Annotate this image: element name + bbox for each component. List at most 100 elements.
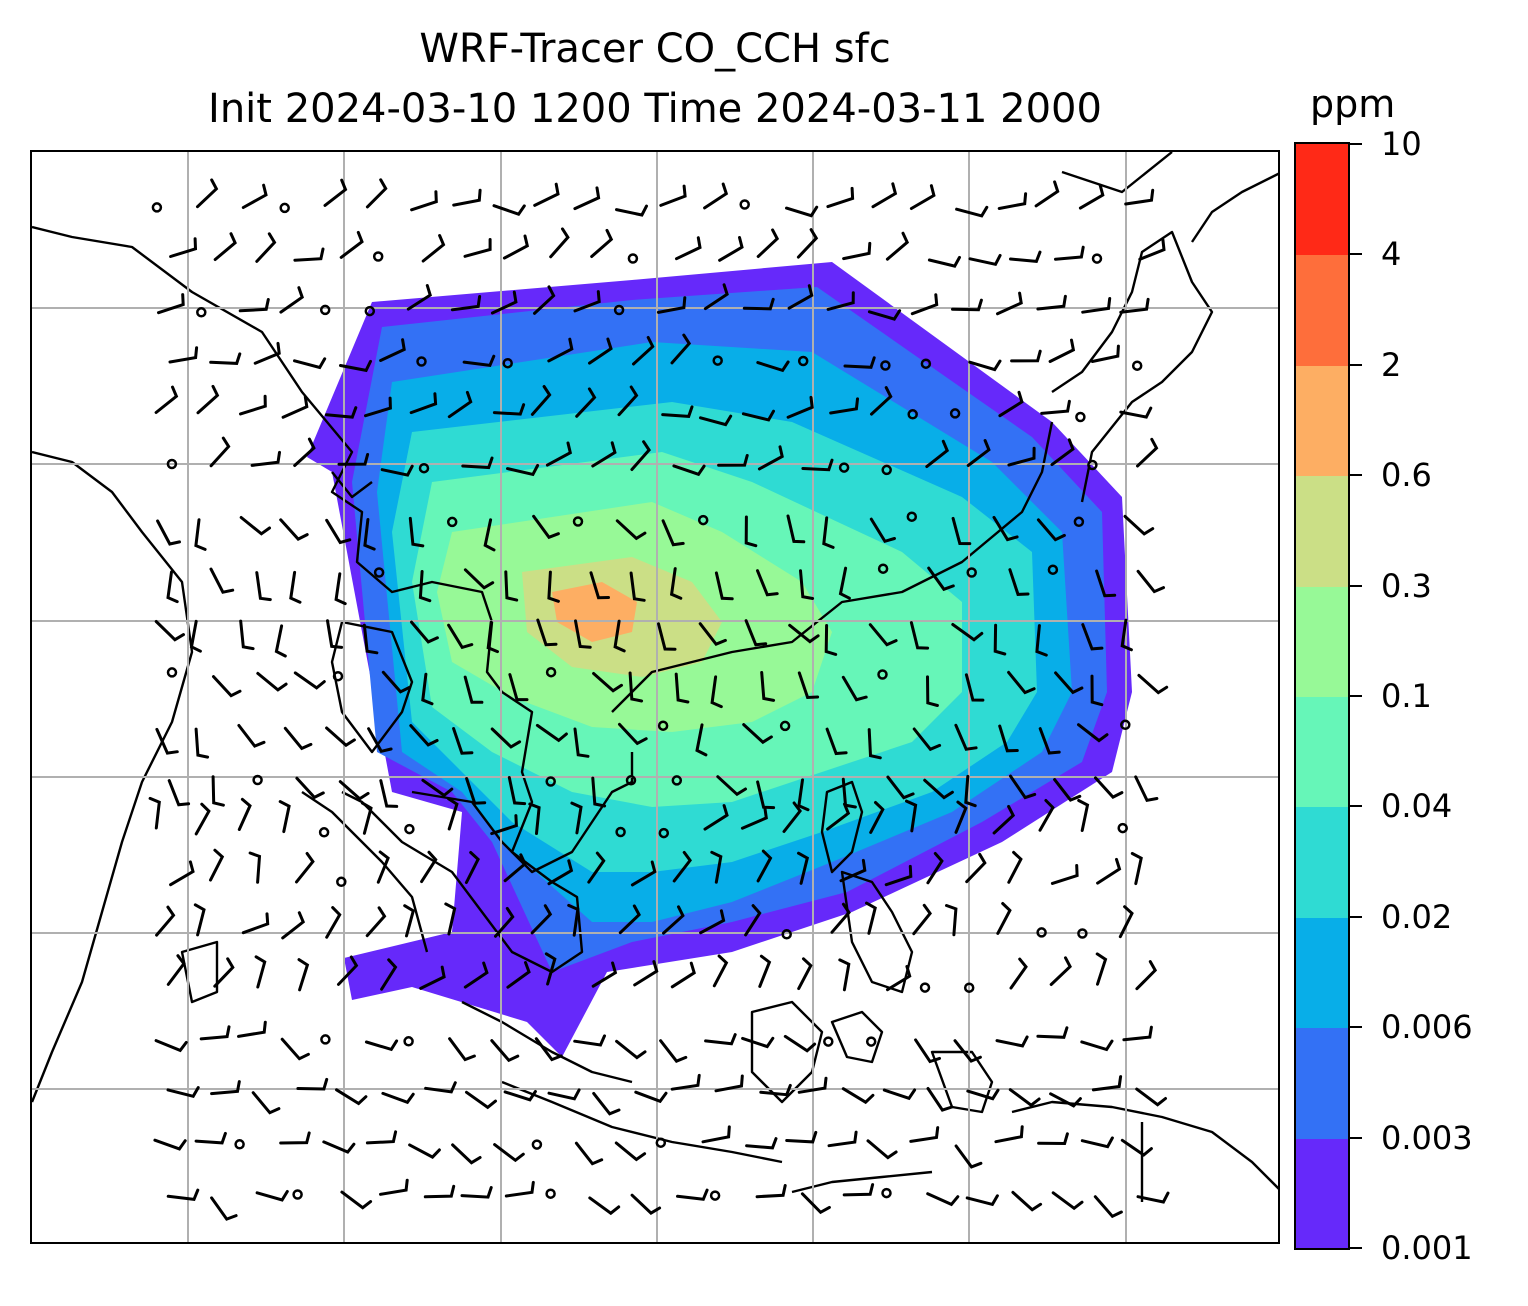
wind-barb (1134, 775, 1159, 802)
wind-barb (1093, 1195, 1123, 1219)
wind-barb (448, 1037, 476, 1062)
colorbar-tick-label: 0.02 (1381, 897, 1453, 936)
wind-barb (788, 623, 820, 644)
wind-barb (409, 724, 439, 747)
wind-barb (239, 516, 271, 536)
wind-barb (613, 619, 626, 653)
calm-wind-circle (781, 929, 792, 940)
wind-barb (166, 1086, 200, 1099)
wind-barb (841, 675, 868, 702)
wind-barb (1119, 406, 1153, 419)
wind-barb (824, 624, 838, 656)
wind-barb (927, 255, 961, 268)
wind-barb (421, 234, 446, 263)
calm-wind-circle (372, 251, 384, 262)
wind-barb (629, 571, 646, 602)
wind-barb (573, 290, 601, 313)
wind-barb (337, 955, 359, 986)
wind-barb (409, 392, 438, 415)
wind-barb (255, 232, 277, 263)
wind-barb (504, 1180, 535, 1198)
calm-wind-circle (1131, 360, 1143, 371)
colorbar-tick (1350, 695, 1362, 697)
wind-barb (926, 1192, 960, 1207)
wind-barb (1078, 183, 1105, 210)
calm-wind-circle (1073, 516, 1085, 528)
wind-barb (592, 672, 623, 693)
wind-barb (447, 623, 474, 650)
wind-barb (199, 1025, 231, 1041)
wind-barb (337, 453, 370, 466)
wind-barb (1118, 905, 1134, 939)
wind-barb (662, 905, 685, 935)
wind-barb (502, 234, 530, 260)
calm-wind-circle (320, 1034, 331, 1045)
wind-barb (293, 671, 326, 690)
wind-barb (365, 178, 388, 209)
wind-barb (1091, 1075, 1123, 1092)
calm-wind-circle (880, 360, 891, 371)
wind-barb (1090, 674, 1104, 707)
wind-barb (1135, 960, 1158, 991)
calm-wind-circle (545, 1188, 556, 1199)
wind-barb (544, 952, 557, 986)
wind-barb (420, 850, 438, 884)
wind-barb (886, 775, 915, 800)
wind-barb (1011, 1190, 1043, 1212)
wind-barb (782, 801, 802, 833)
wind-barb (212, 675, 242, 698)
colorbar-tick-label: 2 (1381, 345, 1402, 384)
wind-barb (1077, 799, 1090, 832)
wind-barb (381, 670, 411, 694)
wind-barb (1050, 438, 1075, 467)
wind-barb (492, 204, 526, 216)
wind-barb (210, 1196, 238, 1221)
calm-wind-circle (712, 355, 723, 366)
wind-barb (675, 236, 702, 261)
wind-barb (338, 780, 370, 801)
map-panel (30, 150, 1280, 1244)
calm-wind-circle (823, 1036, 834, 1047)
wind-barb (704, 1033, 737, 1046)
wind-barb (827, 1130, 858, 1148)
wind-barb (1094, 776, 1124, 799)
calm-wind-circle (319, 304, 331, 316)
wind-barb (534, 1037, 563, 1062)
wind-barb (672, 464, 706, 477)
wind-barb (659, 1039, 688, 1064)
wind-barb (966, 439, 991, 467)
wind-barb (716, 775, 747, 797)
wind-barb (379, 779, 399, 808)
calm-wind-circle (838, 462, 850, 473)
wind-barb (1008, 1088, 1041, 1108)
wind-barb (756, 360, 790, 373)
wind-barb (380, 958, 398, 991)
calm-wind-circle (318, 827, 330, 838)
wind-barb (588, 337, 613, 365)
wind-barb (1054, 245, 1085, 261)
wind-barb (797, 851, 810, 885)
colorbar-tick (1350, 363, 1362, 366)
wind-barb (1137, 673, 1169, 695)
wind-barb (695, 723, 708, 757)
wind-barb (661, 519, 685, 547)
wind-barb (756, 569, 779, 597)
wind-barb (254, 955, 267, 989)
colorbar-tick (1350, 1026, 1362, 1029)
wind-barb (504, 570, 519, 602)
wind-barb (241, 183, 268, 209)
wind-barb (365, 906, 387, 938)
calm-wind-circle (332, 670, 344, 682)
wind-barb (194, 518, 207, 551)
wind-barb (506, 464, 540, 477)
wind-barb (148, 796, 161, 830)
wind-barb (953, 1039, 982, 1063)
wind-barb (1130, 852, 1143, 886)
wind-barb (1009, 957, 1028, 990)
calm-wind-circle (920, 358, 932, 369)
wind-barb (1136, 1191, 1170, 1204)
wind-barb (968, 253, 1002, 267)
wind-barb (955, 205, 989, 218)
colorbar-tick-label: 0.6 (1381, 456, 1432, 495)
colorbar (1294, 142, 1350, 1250)
